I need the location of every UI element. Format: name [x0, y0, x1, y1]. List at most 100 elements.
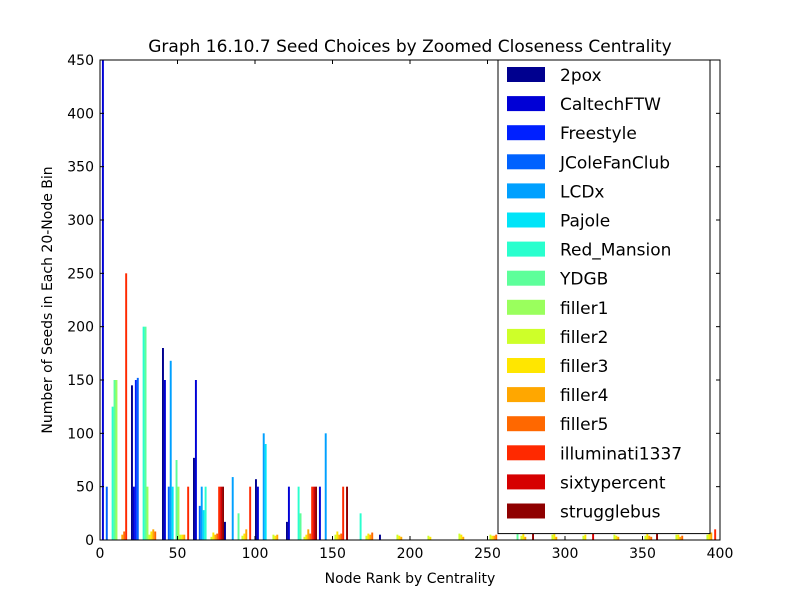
bar-filler5-bin-160	[371, 532, 374, 540]
bar-filler2-bin-80	[241, 535, 244, 540]
bar-filler2-bin-300	[582, 535, 585, 540]
bar-filler2-bin-340	[644, 535, 647, 540]
bar-filler4-bin-100	[276, 534, 279, 540]
bar-filler3-bin-40	[181, 534, 184, 540]
bar-illuminati1337-bin-380	[714, 529, 717, 540]
bar-filler2-bin-260	[520, 535, 523, 540]
x-tick-label: 300	[552, 546, 579, 562]
bar-2pox-bin-60	[193, 457, 195, 540]
bar-illuminati1337-bin-80	[249, 486, 252, 540]
bar-filler4-bin-180	[400, 536, 403, 540]
legend-swatch-Pajole	[507, 212, 545, 228]
legend-swatch-filler3	[507, 358, 545, 373]
legend-label-sixtypercent: sixtypercent	[560, 473, 666, 493]
legend-label-filler3: filler3	[560, 357, 608, 377]
bar-filler2-bin-360	[675, 534, 678, 540]
bar-filler5-bin-20	[154, 531, 157, 540]
bar-filler2-bin-40	[179, 534, 182, 540]
y-tick-label: 200	[67, 320, 94, 336]
bar-CaltechFTW-bin-140	[318, 486, 321, 540]
bar-strugglebus-bin-340	[656, 529, 658, 540]
legend-swatch-strugglebus	[507, 503, 545, 519]
bar-JColeFanClub-bin-40	[167, 486, 170, 540]
bar-filler1-bin-40	[177, 486, 180, 540]
legend-swatch-filler5	[507, 416, 545, 432]
bar-JColeFanClub-bin-20	[136, 377, 139, 540]
bar-CaltechFTW-bin-40	[163, 380, 166, 540]
legend-label-YDGB: YDGB	[559, 270, 608, 290]
bar-JColeFanClub-bin-60	[198, 505, 201, 540]
bar-LCDx-bin-40	[169, 360, 172, 540]
y-tick-label: 300	[67, 213, 94, 229]
bar-filler4-bin-320	[617, 536, 620, 540]
legend-label-filler1: filler1	[560, 299, 608, 319]
bar-filler3-bin-320	[615, 535, 618, 540]
bar-filler2-bin-220	[458, 533, 461, 540]
bar-CaltechFTW-bin-60	[194, 380, 197, 540]
bar-filler3-bin-340	[646, 533, 649, 540]
bar-illuminati1337-bin-40	[187, 486, 190, 540]
legend-swatch-Red_Mansion	[507, 241, 545, 257]
bar-filler4-bin-160	[369, 534, 372, 540]
legend-label-Pajole: Pajole	[560, 212, 610, 232]
y-tick-label: 0	[85, 533, 94, 549]
legend-label-strugglebus: strugglebus	[560, 503, 661, 523]
bar-strugglebus-bin-120	[315, 486, 317, 540]
bar-filler2-bin-60	[210, 536, 213, 540]
bar-filler4-bin-380	[710, 532, 713, 540]
y-tick-label: 150	[67, 373, 94, 389]
x-tick-label: 150	[319, 546, 346, 562]
bar-Red_Mansion-bin-0	[111, 406, 114, 540]
bar-filler4-bin-140	[338, 534, 341, 540]
y-tick-label: 400	[67, 106, 94, 122]
bar-illuminati1337-bin-120	[311, 486, 314, 540]
legend-label-CaltechFTW: CaltechFTW	[560, 95, 661, 115]
bar-Red_Mansion-bin-160	[359, 513, 362, 540]
x-tick-label: 250	[474, 546, 501, 562]
bar-filler3-bin-260	[522, 533, 525, 540]
bar-filler4-bin-20	[152, 529, 155, 540]
bar-CaltechFTW-bin-120	[287, 486, 290, 540]
bar-filler3-bin-280	[553, 532, 556, 540]
bar-2pox-bin-80	[224, 521, 226, 540]
bar-YDGB-bin-80	[237, 513, 240, 540]
bar-filler2-bin-320	[613, 534, 616, 540]
bar-filler5-bin-140	[340, 533, 343, 540]
bar-filler5-bin-340	[650, 536, 653, 540]
bar-YDGB-bin-120	[299, 513, 302, 540]
y-axis-label: Number of Seeds in Each 20-Node Bin	[40, 166, 56, 433]
bar-filler3-bin-160	[367, 533, 370, 540]
chart-title: Graph 16.10.7 Seed Choices by Zoomed Clo…	[148, 37, 672, 57]
bar-2pox-bin-20	[131, 385, 133, 540]
bar-filler2-bin-200	[427, 535, 430, 540]
bar-strugglebus-bin-140	[346, 486, 348, 540]
bar-YDGB-bin-0	[113, 380, 116, 540]
bar-filler2-bin-240	[489, 534, 492, 540]
y-tick-label: 50	[76, 480, 94, 496]
bar-2pox-bin-40	[162, 348, 164, 540]
bar-filler4-bin-80	[245, 529, 248, 540]
bar-filler5-bin-0	[123, 531, 126, 540]
bar-Red_Mansion-bin-120	[297, 486, 300, 540]
x-tick-label: 400	[707, 546, 734, 562]
legend-swatch-illuminati1337	[507, 445, 545, 461]
bar-CaltechFTW-bin-100	[256, 486, 259, 540]
x-tick-label: 200	[397, 546, 424, 562]
bar-filler2-bin-180	[396, 534, 399, 540]
bar-filler3-bin-360	[677, 534, 680, 540]
bar-filler4-bin-60	[214, 534, 217, 540]
bar-filler3-bin-140	[336, 531, 339, 540]
x-axis-label: Node Rank by Centrality	[325, 571, 496, 587]
legend-swatch-filler2	[507, 328, 545, 344]
bar-filler3-bin-60	[212, 532, 215, 540]
legend-swatch-JColeFanClub	[507, 154, 545, 170]
legend-label-illuminati1337: illuminati1337	[560, 444, 682, 464]
bar-filler3-bin-80	[243, 533, 246, 540]
bar-filler3-bin-100	[274, 535, 277, 540]
legend-label-LCDx: LCDx	[560, 182, 605, 202]
bar-filler4-bin-280	[555, 536, 558, 540]
bar-CaltechFTW-bin-0	[101, 60, 104, 540]
bar-illuminati1337-bin-60	[218, 486, 221, 540]
x-tick-label: 0	[96, 546, 105, 562]
legend-label-filler4: filler4	[560, 386, 608, 406]
